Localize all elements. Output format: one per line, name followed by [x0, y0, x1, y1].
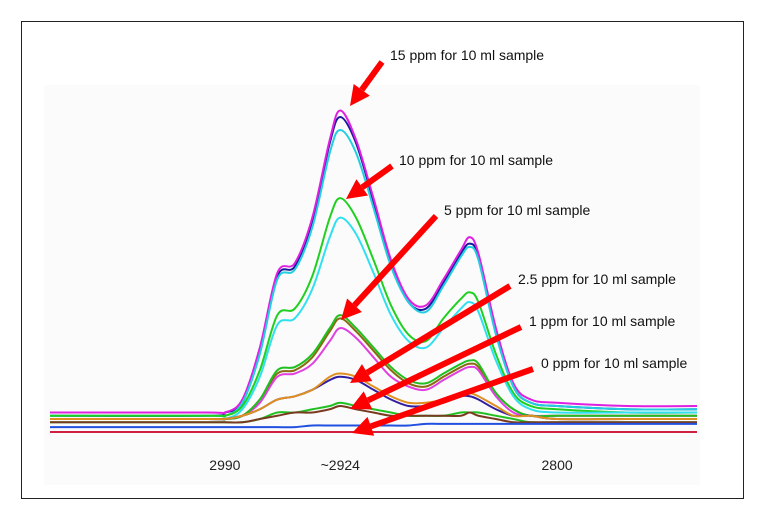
figure-frame — [21, 21, 744, 499]
series-line-5-ppm — [50, 314, 697, 421]
series-line-1-ppm — [49, 405, 697, 424]
annotation-15ppm: 15 ppm for 10 ml sample — [390, 47, 544, 63]
series-line-15-ppm — [50, 128, 698, 418]
annotation-2-5ppm: 2.5 ppm for 10 ml sample — [518, 271, 676, 287]
series-line-0-ppm — [50, 422, 697, 429]
arrow-icon — [346, 163, 394, 199]
annotation-1ppm: 1 ppm for 10 ml sample — [529, 313, 675, 329]
series-line-10-ppm — [50, 216, 697, 421]
arrow-icon — [350, 283, 512, 383]
series-line-2-5-ppm — [50, 372, 697, 421]
series-line-15-ppm — [50, 109, 698, 415]
series-layer — [49, 109, 698, 434]
arrow-icon — [350, 60, 385, 106]
annotation-0ppm: 0 ppm for 10 ml sample — [541, 355, 687, 371]
series-line-10-ppm — [50, 197, 698, 418]
x-tick-label: 2800 — [542, 457, 573, 473]
x-tick-label: ~2924 — [321, 457, 361, 473]
annotation-5ppm: 5 ppm for 10 ml sample — [444, 202, 590, 218]
arrow-icon — [350, 324, 523, 410]
arrow-icon — [352, 366, 535, 436]
annotations: 15 ppm for 10 ml sample 10 ppm for 10 ml… — [390, 47, 687, 371]
x-tick-label: 2990 — [209, 457, 240, 473]
arrow-icon — [341, 213, 439, 320]
series-line-5-ppm — [50, 327, 697, 421]
annotation-10ppm: 10 ppm for 10 ml sample — [399, 152, 553, 168]
x-axis-ticks: 2990 ~2924 2800 — [209, 457, 573, 473]
annotation-arrows — [341, 60, 535, 436]
